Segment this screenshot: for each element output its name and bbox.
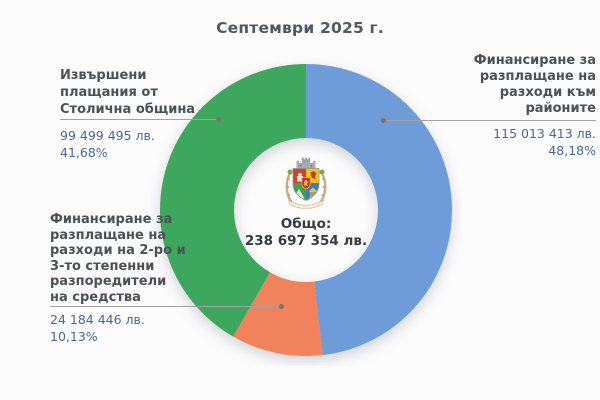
donut-segments xyxy=(160,64,452,356)
callout-label-spending-units-financing: Финансиране за разплащане на разходи на … xyxy=(50,212,186,305)
callout-percent: 41,68% xyxy=(60,145,108,160)
leader-line-left-bottom xyxy=(50,306,281,307)
callout-label-line: Финансиране за xyxy=(50,212,173,227)
sofia-coat-of-arms-icon xyxy=(285,157,327,209)
total-label: Общо: xyxy=(280,216,332,232)
callout-label-municipality-payments: Извършени плащания от Столична община xyxy=(60,67,195,118)
callout-label-line: районите xyxy=(525,101,596,116)
callout-label-line: плащания от xyxy=(60,85,158,100)
callout-label-line: разплащане на xyxy=(50,227,167,243)
callout-label-line: разходи на 2-ро и xyxy=(50,243,186,258)
callout-label-line: Столична община xyxy=(60,102,196,117)
leader-dot-right xyxy=(381,118,386,123)
callout-amount: 115 013 413 лв. xyxy=(493,126,596,141)
donut-segment-1[interactable] xyxy=(233,272,323,356)
callout-label-line: на средства xyxy=(50,289,141,305)
callout-label-districts-financing: Финансиране за разплащане на разходи към… xyxy=(474,53,596,117)
callout-amount: 99 499 495 лв. xyxy=(60,128,155,143)
donut-chart xyxy=(160,64,452,356)
callout-values-spending-units-financing: 24 184 446 лв. 10,13% xyxy=(50,311,145,345)
chart-title: Септември 2025 г. xyxy=(216,19,384,37)
callout-values-municipality-payments: 99 499 495 лв. 41,68% xyxy=(60,127,155,161)
total-value: 238 697 354 лв. xyxy=(244,233,368,249)
callout-label-line: Извършени xyxy=(60,68,147,83)
callout-label-line: разпоредители xyxy=(50,274,167,289)
donut-segment-0[interactable] xyxy=(306,64,452,356)
callout-label-line: 3-то степенни xyxy=(50,258,155,274)
callout-label-line: разходи към xyxy=(499,85,596,100)
callout-amount: 24 184 446 лв. xyxy=(50,312,145,327)
leader-line-right xyxy=(383,120,596,121)
callout-percent: 48,18% xyxy=(548,143,596,158)
leader-dot-left-bottom xyxy=(279,304,284,309)
donut-center-text: Общо: 238 697 354 лв. xyxy=(226,216,386,250)
callout-values-districts-financing: 115 013 413 лв. 48,18% xyxy=(493,125,596,159)
callout-percent: 10,13% xyxy=(50,329,98,344)
leader-dot-left-top xyxy=(216,117,221,122)
leader-line-left-top xyxy=(60,119,218,120)
donut-segment-2[interactable] xyxy=(160,64,306,337)
callout-label-line: разплащане на xyxy=(479,69,596,84)
donut-center: Общо: 238 697 354 лв. xyxy=(226,156,386,250)
callout-label-line: Финансиране за xyxy=(473,53,596,68)
